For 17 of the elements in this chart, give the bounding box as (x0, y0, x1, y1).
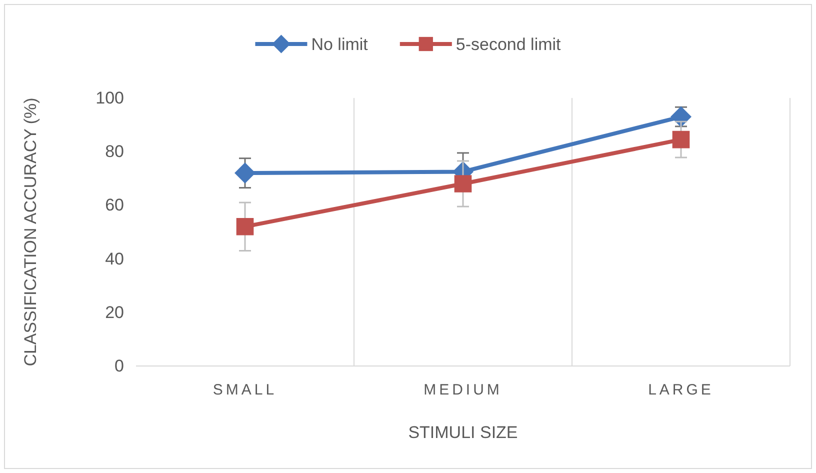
y-axis-title: CLASSIFICATION ACCURACY (%) (21, 98, 40, 366)
point (234, 162, 256, 184)
legend-label: No limit (311, 35, 368, 54)
x-tick-label: SMALL (212, 382, 278, 399)
x-tick-label: MEDIUM (424, 382, 502, 399)
x-axis-title: STIMULI SIZE (408, 423, 518, 442)
legend-label: 5-second limit (456, 35, 562, 54)
point (236, 218, 254, 236)
y-tick-label: 20 (105, 302, 124, 322)
y-tick-label: 0 (114, 356, 124, 376)
y-tick-label: 60 (105, 196, 124, 215)
y-tick-label: 40 (105, 249, 124, 268)
y-tick-label: 80 (105, 142, 124, 162)
y-tick-label: 100 (96, 88, 124, 108)
x-tick-label: LARGE (648, 382, 714, 399)
point (672, 130, 690, 148)
point (454, 175, 472, 192)
